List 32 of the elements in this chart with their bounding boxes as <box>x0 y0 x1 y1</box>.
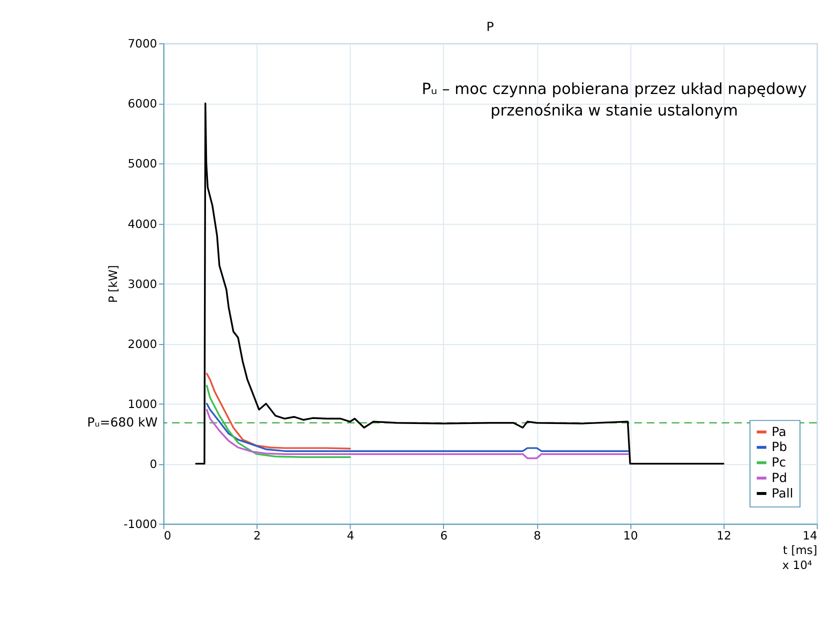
line-series <box>206 408 629 460</box>
x-tick-label: 6 <box>440 528 448 543</box>
text: x 10⁴ <box>782 558 812 572</box>
x-tick-label: 0 <box>164 528 172 543</box>
x-axis-title: t [ms] <box>782 543 818 558</box>
line-series <box>206 384 351 458</box>
x-tick-label: 12 <box>716 528 732 543</box>
y-tick-label: 5000 <box>128 156 158 171</box>
chart-title: P <box>486 18 494 34</box>
legend-label: Pa <box>772 424 786 439</box>
annotation: Pᵤ – moc czynna pobierana przez układ napędowy przenośnika w stanie ustalonym <box>422 80 807 120</box>
y-tick-label: 4000 <box>128 216 158 231</box>
legend-label: Pc <box>772 454 786 470</box>
y-tick-label: 2000 <box>128 336 158 351</box>
y-tick-label: 3000 <box>128 276 158 291</box>
y-tick-label: 6000 <box>128 96 158 111</box>
y-axis-title: P [kW] <box>106 265 120 303</box>
legend-label: Pd <box>772 470 788 485</box>
legend-label: Pall <box>772 485 794 500</box>
x-tick-label: 10 <box>623 528 638 543</box>
line-series <box>206 372 351 450</box>
x-tick-label: 14 <box>802 528 818 543</box>
legend-label: Pb <box>772 439 788 454</box>
x-tick-label: 4 <box>346 528 354 543</box>
y-tick-label: 7000 <box>128 36 158 51</box>
y-tick-label: 0 <box>150 457 158 472</box>
line-series <box>206 402 629 452</box>
x-tick-label: 8 <box>534 528 541 543</box>
x-tick-label: 2 <box>254 528 261 543</box>
y-tick-label: -1000 <box>124 517 158 532</box>
y-tick-label: 1000 <box>128 396 158 411</box>
ref-line-label: Pᵤ=680 kW <box>87 414 158 430</box>
